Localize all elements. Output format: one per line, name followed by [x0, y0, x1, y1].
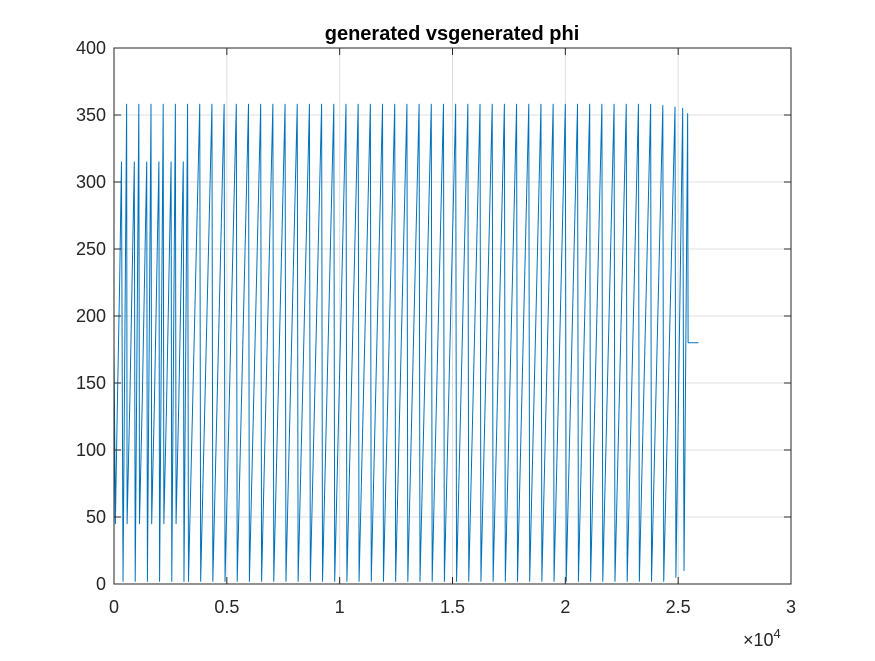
y-tick-label: 250: [76, 239, 106, 259]
y-tick-label: 350: [76, 105, 106, 125]
x-tick-label: 0: [109, 597, 119, 617]
x-tick-label: 1.5: [440, 597, 465, 617]
chart-title: generated vsgenerated phi: [325, 23, 580, 45]
x-tick-label: 2: [560, 597, 570, 617]
x-exponent-label: ×104: [743, 626, 781, 650]
y-tick-label: 400: [76, 38, 106, 58]
x-exponent-base: ×10: [743, 630, 774, 650]
x-tick-label: 2.5: [666, 597, 691, 617]
x-exponent-power: 4: [774, 626, 781, 641]
y-tick-label: 0: [96, 574, 106, 594]
y-tick-label: 100: [76, 440, 106, 460]
x-tick-label: 0.5: [214, 597, 239, 617]
y-tick-label: 300: [76, 172, 106, 192]
ticks: 0 0.5 1 1.5 2 2.5 3 0 50 100 150 200 250 300 350 400: [76, 38, 796, 617]
y-tick-label: 200: [76, 306, 106, 326]
x-tick-label: 3: [786, 597, 796, 617]
y-tick-label: 50: [86, 507, 106, 527]
x-tick-label: 1: [335, 597, 345, 617]
series-line: [113, 103, 699, 582]
series-layer: [113, 103, 699, 582]
y-tick-label: 150: [76, 373, 106, 393]
